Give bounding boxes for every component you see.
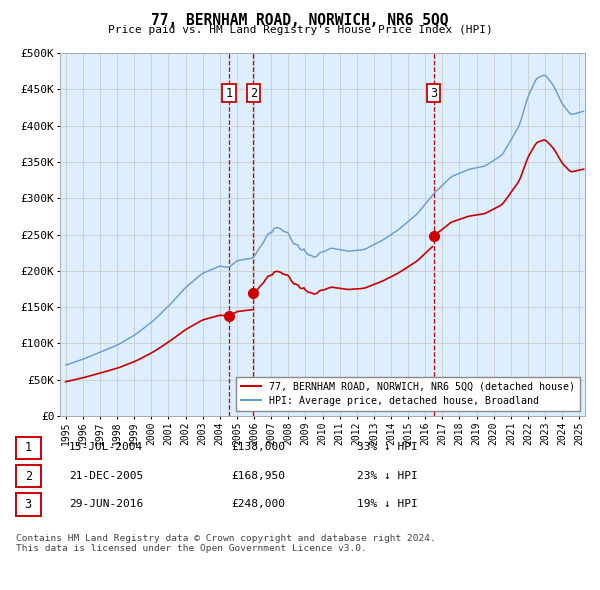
Text: 2: 2 <box>25 470 32 483</box>
Text: £248,000: £248,000 <box>231 499 285 509</box>
Text: Price paid vs. HM Land Registry's House Price Index (HPI): Price paid vs. HM Land Registry's House … <box>107 25 493 35</box>
Text: 1: 1 <box>226 87 233 100</box>
Text: 21-DEC-2005: 21-DEC-2005 <box>69 471 143 480</box>
Text: 19% ↓ HPI: 19% ↓ HPI <box>357 499 418 509</box>
Text: 3: 3 <box>430 87 437 100</box>
Text: 23% ↓ HPI: 23% ↓ HPI <box>357 471 418 480</box>
Text: 2: 2 <box>250 87 257 100</box>
Text: 15-JUL-2004: 15-JUL-2004 <box>69 442 143 452</box>
Text: 1: 1 <box>25 441 32 454</box>
Text: £168,950: £168,950 <box>231 471 285 480</box>
Text: 77, BERNHAM ROAD, NORWICH, NR6 5QQ: 77, BERNHAM ROAD, NORWICH, NR6 5QQ <box>151 13 449 28</box>
Text: 29-JUN-2016: 29-JUN-2016 <box>69 499 143 509</box>
Text: £138,000: £138,000 <box>231 442 285 452</box>
Text: 33% ↓ HPI: 33% ↓ HPI <box>357 442 418 452</box>
Legend: 77, BERNHAM ROAD, NORWICH, NR6 5QQ (detached house), HPI: Average price, detache: 77, BERNHAM ROAD, NORWICH, NR6 5QQ (deta… <box>236 377 580 411</box>
Text: Contains HM Land Registry data © Crown copyright and database right 2024.
This d: Contains HM Land Registry data © Crown c… <box>16 534 436 553</box>
Text: 3: 3 <box>25 498 32 511</box>
